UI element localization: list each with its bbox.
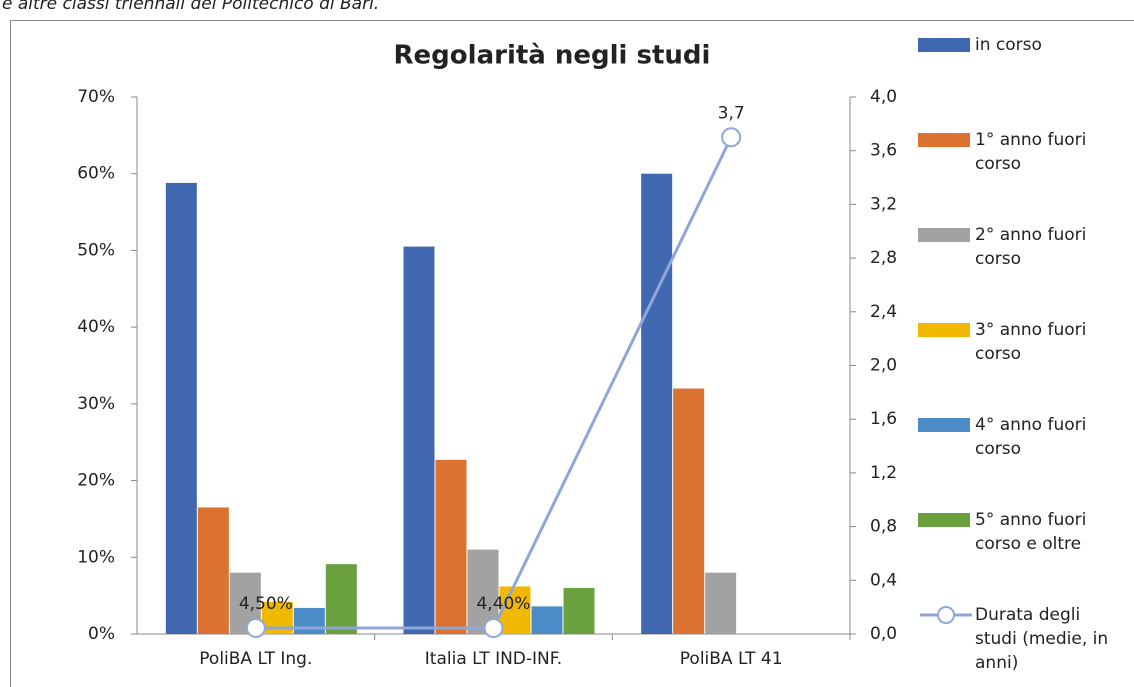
bar [563, 587, 595, 634]
legend-label: 3° anno fuori corso [975, 320, 1087, 364]
y2-tick-label: 3,6 [870, 141, 897, 161]
bar [673, 388, 705, 634]
bar [325, 564, 357, 634]
y2-tick-label: 2,8 [870, 248, 897, 268]
legend-rect [918, 513, 970, 527]
legend-swatch [918, 323, 970, 337]
y2-tick-label: 1,6 [870, 409, 897, 429]
y-tick-label: 20% [77, 471, 115, 491]
y2-tick-label: 3,2 [870, 194, 897, 214]
bar [403, 246, 435, 635]
legend-swatch [918, 133, 970, 147]
x-tick-label: PoliBA LT Ing. [199, 649, 312, 669]
line-marker [721, 127, 742, 148]
legend-swatch [918, 418, 970, 432]
y-tick-label: 40% [77, 317, 115, 337]
legend-rect [918, 133, 970, 147]
legend-label: Durata degli studi (medie, in anni) [975, 605, 1109, 673]
header-text: e altre classi triennali del Politecnico… [2, 0, 379, 14]
data-label: 3,7 [718, 103, 745, 123]
y-tick-label: 60% [77, 164, 115, 184]
bar [531, 606, 563, 634]
legend-rect [918, 38, 970, 52]
y-tick-label: 10% [77, 547, 115, 567]
bar [293, 607, 325, 634]
legend-swatch [920, 606, 972, 624]
legend-label: 4° anno fuori corso [975, 415, 1087, 459]
chart-title: Regolarità negli studi [394, 41, 711, 71]
y2-tick-label: 2,0 [870, 356, 897, 376]
y2-tick-label: 4,0 [870, 87, 897, 107]
x-tick-label: Italia LT IND-INF. [425, 649, 562, 669]
legend-swatch [918, 228, 970, 242]
y-tick-label: 30% [77, 394, 115, 414]
y-tick-label: 0% [88, 624, 115, 644]
legend-rect [918, 228, 970, 242]
legend-swatch [918, 513, 970, 527]
bar [165, 182, 197, 635]
legend-rect [918, 323, 970, 337]
y-tick-label: 70% [77, 87, 115, 107]
legend-label: 1° anno fuori corso [975, 130, 1087, 174]
line-marker [483, 618, 504, 639]
data-label: 4,40% [476, 594, 530, 614]
y2-tick-label: 1,2 [870, 463, 897, 483]
legend-marker [937, 606, 955, 624]
y2-tick-label: 2,4 [870, 302, 897, 322]
chart-frame [10, 20, 1134, 687]
bar [499, 586, 531, 634]
line-marker [245, 617, 266, 638]
bar [641, 173, 673, 634]
y2-tick-label: 0,4 [870, 570, 897, 590]
legend-label: 5° anno fuori corso e oltre [975, 510, 1087, 554]
legend-label: in corso [975, 35, 1042, 55]
y2-tick-label: 0,0 [870, 624, 897, 644]
bar [197, 507, 229, 634]
legend-swatch [918, 38, 970, 52]
x-tick-label: PoliBA LT 41 [680, 649, 783, 669]
bar [705, 572, 737, 634]
legend-rect [918, 418, 970, 432]
legend-label: 2° anno fuori corso [975, 225, 1087, 269]
bar [435, 459, 467, 634]
y2-tick-label: 0,8 [870, 517, 897, 537]
y-tick-label: 50% [77, 240, 115, 260]
data-label: 4,50% [239, 594, 293, 614]
